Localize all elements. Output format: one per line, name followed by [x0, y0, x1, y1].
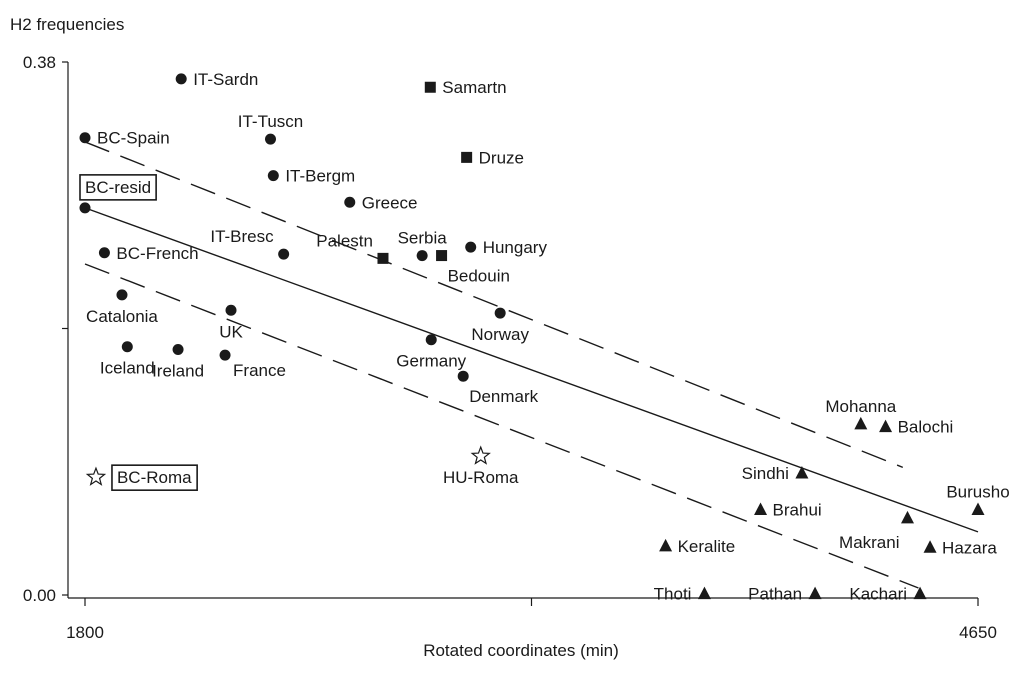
point-greece: [344, 196, 356, 208]
point-label-thoti: Thoti: [654, 585, 692, 604]
point-hungary: [465, 241, 477, 253]
point-catalonia: [116, 289, 128, 301]
point-label-it-tuscn: IT-Tuscn: [238, 112, 304, 131]
point-uk: [225, 304, 237, 316]
point-it-bergm: [267, 170, 279, 182]
point-serbia: [416, 250, 428, 262]
point-druze: [461, 151, 473, 163]
point-it-sardn: [175, 73, 187, 85]
point-label-balochi: Balochi: [898, 418, 954, 437]
point-samartn: [424, 81, 436, 93]
point-bc-french: [98, 247, 110, 259]
point-label-france: France: [233, 361, 286, 380]
axes: [67, 62, 978, 599]
label-box-bc-roma: [111, 464, 198, 491]
point-bc-spain: [79, 132, 91, 144]
point-label-hu-roma: HU-Roma: [443, 468, 519, 487]
regression-line-center: [84, 207, 979, 533]
point-hazara: [923, 540, 937, 553]
point-palestn: [377, 252, 389, 264]
point-label-serbia: Serbia: [398, 229, 448, 248]
y-axis-title: H2 frequencies: [10, 15, 124, 34]
point-label-germany: Germany: [396, 352, 466, 371]
point-label-samartn: Samartn: [442, 78, 506, 97]
point-label-mohanna: Mohanna: [825, 397, 896, 416]
point-label-it-bergm: IT-Bergm: [285, 167, 355, 186]
point-label-it-sardn: IT-Sardn: [193, 70, 258, 89]
x-axis-title: Rotated coordinates (min): [423, 641, 619, 660]
point-france: [219, 349, 231, 361]
point-brahui: [754, 502, 768, 515]
point-ireland: [172, 344, 184, 356]
data-points: [79, 73, 985, 600]
point-labels: BC-Spain BC-resid BC-French Catalonia Icelan…: [79, 70, 1010, 604]
point-label-iceland: Iceland: [100, 359, 155, 378]
point-pathan: [808, 586, 822, 600]
point-label-greece: Greece: [362, 193, 418, 212]
axis-ticks: 1800 4650 0.00 0.38: [23, 53, 997, 642]
point-label-catalonia: Catalonia: [86, 307, 158, 326]
point-bc-resid: [79, 202, 91, 214]
point-mohanna: [854, 416, 868, 430]
point-balochi: [879, 419, 893, 433]
point-burusho: [971, 502, 985, 515]
point-label-it-bresc: IT-Bresc: [210, 227, 274, 246]
point-label-keralite: Keralite: [678, 537, 736, 556]
point-norway: [494, 307, 506, 319]
point-label-palestn: Palestn: [316, 231, 373, 250]
point-label-bc-spain: BC-Spain: [97, 129, 170, 148]
point-bc-roma: [85, 466, 107, 486]
point-label-ireland: Ireland: [152, 362, 204, 381]
point-label-druze: Druze: [479, 148, 524, 167]
point-it-bresc: [278, 248, 290, 260]
point-label-burusho: Burusho: [946, 482, 1009, 501]
point-makrani: [901, 510, 914, 524]
point-label-pathan: Pathan: [748, 585, 802, 604]
point-label-bc-resid: BC-resid: [85, 178, 151, 197]
point-label-uk: UK: [219, 322, 243, 341]
regression-lines: [84, 141, 979, 589]
point-hu-roma: [470, 445, 491, 465]
point-keralite: [659, 538, 673, 552]
regression-line-lower: [84, 263, 919, 589]
y-tick-label-0-38: 0.38: [23, 53, 56, 72]
x-tick-label-1800: 1800: [66, 623, 104, 642]
label-box-bc-resid: [79, 174, 157, 201]
point-label-hazara: Hazara: [942, 538, 997, 557]
point-label-bc-roma: BC-Roma: [117, 468, 192, 487]
regression-line-upper: [84, 141, 904, 469]
point-germany: [425, 334, 437, 346]
point-bedouin: [436, 250, 448, 262]
y-tick-label-0-00: 0.00: [23, 586, 56, 605]
point-label-sindhi: Sindhi: [742, 464, 789, 483]
point-iceland: [121, 341, 133, 353]
point-label-denmark: Denmark: [469, 387, 538, 406]
point-kachari: [913, 586, 927, 600]
point-label-brahui: Brahui: [773, 500, 822, 519]
point-label-bedouin: Bedouin: [448, 267, 510, 286]
x-tick-label-4650: 4650: [959, 623, 997, 642]
point-label-norway: Norway: [471, 325, 529, 344]
point-thoti: [697, 586, 711, 600]
point-label-makrani: Makrani: [839, 533, 899, 552]
point-it-tuscn: [264, 133, 276, 145]
point-label-bc-french: BC-French: [116, 244, 198, 263]
point-denmark: [457, 370, 469, 382]
point-label-hungary: Hungary: [483, 238, 548, 257]
point-label-kachari: Kachari: [849, 585, 907, 604]
point-sindhi: [795, 465, 809, 479]
